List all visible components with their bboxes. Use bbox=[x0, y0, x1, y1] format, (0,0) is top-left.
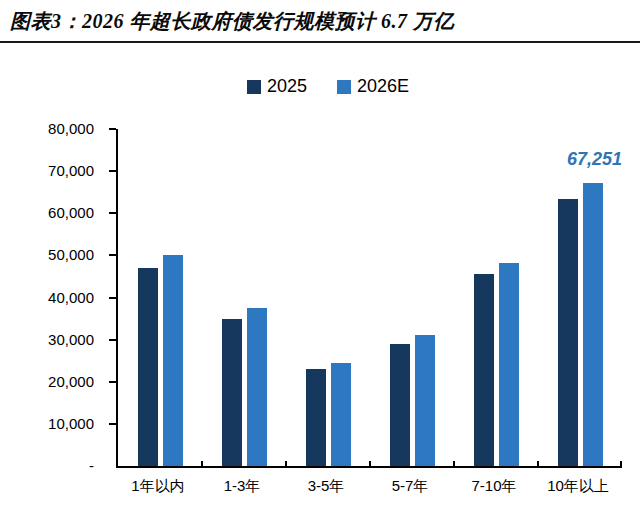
y-axis-tick bbox=[109, 254, 116, 256]
y-axis-tick-label: 80,000 bbox=[0, 120, 94, 138]
y-axis-tick-label: 60,000 bbox=[0, 204, 94, 222]
x-axis-category-label: 1-3年 bbox=[200, 477, 284, 496]
y-axis-tick bbox=[109, 339, 116, 341]
x-axis-category-label: 10年以上 bbox=[536, 477, 620, 496]
x-axis-category-label: 3-5年 bbox=[284, 477, 368, 496]
bar-group bbox=[286, 129, 370, 466]
y-axis-tick bbox=[109, 170, 116, 172]
bar-2026e bbox=[331, 363, 351, 466]
bar-group bbox=[202, 129, 286, 466]
bar-group bbox=[370, 129, 454, 466]
bar-group bbox=[118, 129, 202, 466]
y-axis-tick bbox=[109, 297, 116, 299]
bar-2026e bbox=[583, 183, 603, 466]
chart-figure: 图表3：2026 年超长政府债发行规模预计 6.7 万亿 2025 2026E … bbox=[0, 0, 640, 517]
bar-2025 bbox=[306, 369, 326, 466]
y-axis-tick bbox=[109, 381, 116, 383]
y-axis-tick-label: 10,000 bbox=[0, 415, 94, 433]
bar-2025 bbox=[474, 274, 494, 466]
y-axis-tick bbox=[109, 212, 116, 214]
bar-group bbox=[454, 129, 538, 466]
legend-label-2025: 2025 bbox=[267, 76, 307, 97]
legend-swatch-2026e-icon bbox=[337, 80, 351, 94]
chart-legend: 2025 2026E bbox=[8, 76, 640, 97]
bar-2026e bbox=[415, 335, 435, 466]
y-axis-tick-label: 40,000 bbox=[0, 289, 94, 307]
bar-2026e bbox=[163, 255, 183, 466]
y-axis-tick-label: 50,000 bbox=[0, 246, 94, 264]
legend-item-2026e: 2026E bbox=[337, 76, 409, 97]
bar-2025 bbox=[138, 268, 158, 466]
x-axis-category-label: 5-7年 bbox=[368, 477, 452, 496]
y-axis-tick bbox=[109, 128, 116, 130]
x-axis-category-label: 7-10年 bbox=[452, 477, 536, 496]
bar-2026e bbox=[499, 263, 519, 466]
y-axis-tick-label: - bbox=[0, 457, 94, 475]
legend-label-2026e: 2026E bbox=[357, 76, 409, 97]
y-axis-tick bbox=[109, 423, 116, 425]
chart-title: 图表3：2026 年超长政府债发行规模预计 6.7 万亿 bbox=[10, 8, 630, 35]
bar-2025 bbox=[222, 319, 242, 466]
data-label-67251: 67,251 bbox=[548, 149, 622, 170]
bar-2025 bbox=[558, 199, 578, 466]
bar-2025 bbox=[390, 344, 410, 466]
y-axis-tick-label: 30,000 bbox=[0, 331, 94, 349]
bar-group bbox=[538, 129, 622, 466]
legend-swatch-2025-icon bbox=[247, 80, 261, 94]
x-axis-category-label: 1年以内 bbox=[116, 477, 200, 496]
bar-2026e bbox=[247, 308, 267, 466]
y-axis-tick-label: 20,000 bbox=[0, 373, 94, 391]
title-divider bbox=[0, 41, 640, 43]
plot-area bbox=[116, 129, 622, 468]
legend-item-2025: 2025 bbox=[247, 76, 307, 97]
y-axis-tick-label: 70,000 bbox=[0, 162, 94, 180]
